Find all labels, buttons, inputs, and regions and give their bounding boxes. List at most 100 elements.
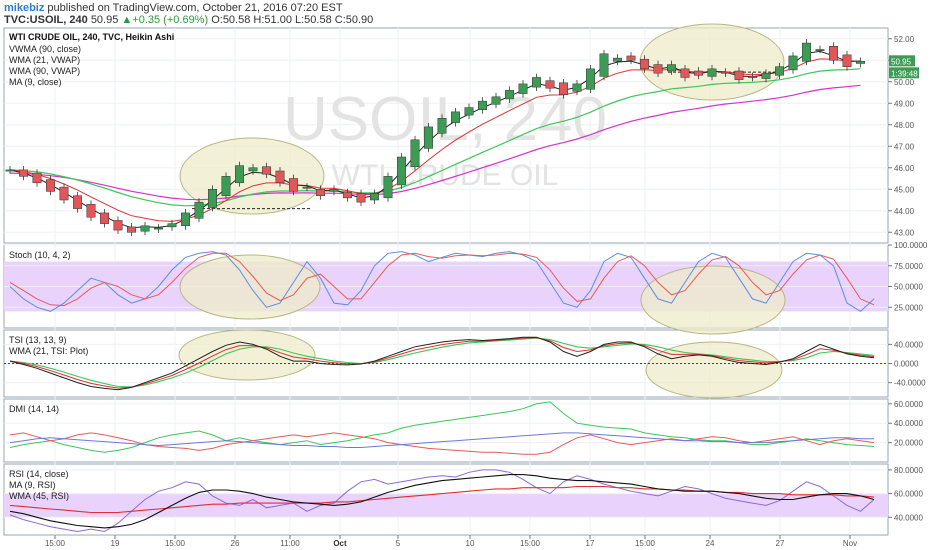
candle-body-25	[343, 192, 352, 199]
candle-body-62	[842, 54, 852, 67]
candle-body-49	[667, 64, 676, 72]
candle-body-29	[397, 156, 406, 186]
candle-body-15	[208, 189, 217, 208]
y-tick-label-1-1: 75.0000	[894, 262, 923, 271]
candle-body-22	[302, 186, 312, 189]
candle-body-61	[829, 46, 838, 61]
highlight-ellipse-tsi-1	[178, 329, 316, 381]
candle-body-1	[19, 169, 28, 177]
candle-body-37	[505, 90, 514, 100]
candle-body-20	[275, 170, 285, 184]
highlight-ellipse-stoch-1	[179, 254, 321, 320]
y-tick-label-0-8: 44.00	[894, 207, 915, 216]
open-value: O:50.58	[211, 14, 251, 26]
y-tick-label-1-2: 50.0000	[894, 283, 923, 292]
author-link[interactable]: mikebiz	[4, 2, 45, 14]
candle-body-9	[127, 226, 136, 233]
candle-body-36	[491, 96, 501, 105]
highlight-ellipse-tsi-2	[645, 341, 783, 399]
x-tick-label-2: 15:00	[165, 539, 186, 548]
candle-body-28	[383, 176, 393, 199]
x-tick-label-9: 17	[586, 539, 595, 548]
stoch-pane-title: Stoch (10, 4, 2)	[9, 250, 71, 260]
x-tick-label-11: 24	[706, 539, 715, 548]
candle-body-58	[788, 55, 798, 71]
y-tick-label-2-1: 0.0000	[894, 360, 919, 369]
dmi-adx-line	[9, 432, 874, 448]
candle-body-12	[167, 223, 177, 228]
close-value: C:50.90	[334, 14, 374, 26]
x-tick-label-12: 27	[776, 539, 785, 548]
candle-body-53	[721, 71, 730, 74]
candle-body-55	[748, 76, 757, 78]
ma-line	[9, 84, 861, 201]
candle-body-43	[586, 68, 595, 90]
high-value: H:51.00	[253, 14, 292, 26]
rsi-line	[9, 469, 875, 533]
candle-body-3	[46, 179, 55, 192]
rsi-indicator-label-1: WMA (45, RSI)	[9, 491, 69, 501]
candle-body-13	[181, 212, 190, 227]
candle-body-8	[113, 220, 123, 231]
dmi-pane-title: DMI (14, 14)	[9, 404, 59, 414]
dmi-plus-line	[9, 401, 875, 453]
candle-body-24	[329, 189, 339, 192]
candle-body-14	[194, 201, 204, 219]
stoch-d-line	[9, 252, 875, 307]
last-price-badge	[889, 55, 915, 67]
x-tick-label-7: 10	[466, 539, 475, 548]
candle-body-7	[100, 212, 109, 224]
candle-body-42	[572, 83, 582, 92]
candle-body-41	[559, 82, 568, 95]
y-tick-label-0-5: 47.00	[894, 142, 915, 151]
y-tick-label-2-2: -40.0000	[894, 379, 926, 388]
price-indicator-label-1: WMA (21, VWAP)	[9, 55, 80, 65]
candle-body-54	[734, 70, 744, 80]
candle-body-44	[599, 53, 609, 77]
candle-body-60	[815, 49, 825, 51]
candle-body-21	[289, 178, 298, 192]
rsi-ma-line	[9, 474, 875, 529]
highlight-ellipse-stoch-2	[640, 265, 786, 335]
candle-body-11	[154, 227, 163, 230]
y-tick-label-0-0: 52.00	[894, 35, 915, 44]
y-tick-label-0-7: 45.00	[894, 185, 915, 194]
candle-body-50	[680, 68, 690, 78]
tsi-indicator-label: WMA (21, TSI: Plot)	[9, 346, 88, 356]
y-tick-label-3-2: 20.0000	[894, 439, 923, 448]
y-tick-label-4-1: 60.0000	[894, 490, 923, 499]
candle-body-19	[262, 166, 271, 175]
candle-body-63	[856, 61, 865, 64]
price-indicator-label-0: VWMA (90, close)	[9, 44, 81, 54]
candle-body-34	[464, 107, 474, 116]
stoch-k-line	[9, 251, 875, 313]
candle-body-4	[59, 186, 69, 201]
y-tick-label-0-2: 50.00	[894, 78, 915, 87]
tsi-pane-title: TSI (13, 13, 9)	[9, 335, 67, 345]
symbol-info: TVC:USOIL, 240 50.95 ▲+0.35 (+0.69%) O:5…	[4, 14, 373, 27]
price-change: +0.35 (+0.69%)	[132, 14, 209, 26]
pane-frame-0	[3, 27, 889, 244]
published-text: published on TradingView.com, October 21…	[47, 2, 343, 14]
countdown-badge	[889, 67, 919, 79]
candle-body-32	[437, 118, 447, 134]
candle-body-26	[356, 193, 366, 203]
last-price-badge-text: 50.95	[891, 57, 912, 66]
candle-body-40	[545, 80, 555, 89]
publish-info: mikebiz published on TradingView.com, Oc…	[4, 2, 343, 15]
y-tick-label-0-6: 46.00	[894, 164, 915, 173]
x-tick-label-13: Nov	[843, 539, 857, 548]
candle-body-39	[532, 77, 541, 88]
candle-body-0	[5, 169, 15, 172]
y-tick-label-0-3: 49.00	[894, 99, 915, 108]
price-indicator-label-3: MA (9, close)	[9, 77, 62, 87]
tsi-signal-line	[9, 337, 875, 388]
candle-body-5	[73, 195, 82, 209]
countdown-badge-text: 1:39:48	[891, 69, 918, 78]
y-tick-label-1-0: 100.0000	[894, 241, 928, 250]
candle-body-2	[32, 172, 42, 184]
candle-body-27	[370, 193, 379, 201]
candle-body-57	[775, 66, 784, 76]
candle-body-18	[248, 167, 258, 172]
